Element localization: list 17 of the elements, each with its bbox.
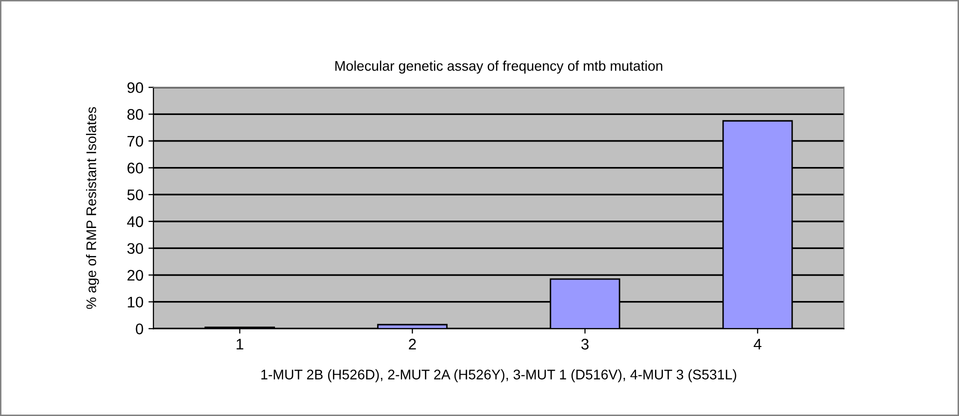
y-tick-label: 70 <box>128 136 144 147</box>
y-tick-label: 50 <box>127 189 144 200</box>
y-axis-title: % age of RMP Resistant Isolates <box>86 107 99 309</box>
x-axis-title: 1-MUT 2B (H526D), 2-MUT 2A (H526Y), 3-MUT 1 (D516V), 4-MUT 3 (S531L) <box>261 369 736 382</box>
y-tick-label: 60 <box>128 162 144 174</box>
x-tick-label: 4 <box>754 338 762 350</box>
chart-title: Molecular genetic assay of frequency of mtb mutation <box>335 60 662 74</box>
x-tick-label: 1 <box>236 338 244 350</box>
x-tick-label: 3 <box>581 338 589 350</box>
x-tick-label: 2 <box>408 338 416 350</box>
y-tick-label: 30 <box>127 243 144 254</box>
y-tick-label: 40 <box>127 216 144 228</box>
y-tick-label: 80 <box>127 109 144 120</box>
y-tick-label: 20 <box>127 270 144 281</box>
y-tick-label: 10 <box>128 296 144 308</box>
y-tick-label: 0 <box>136 324 144 334</box>
y-tick-label: 90 <box>127 82 144 94</box>
